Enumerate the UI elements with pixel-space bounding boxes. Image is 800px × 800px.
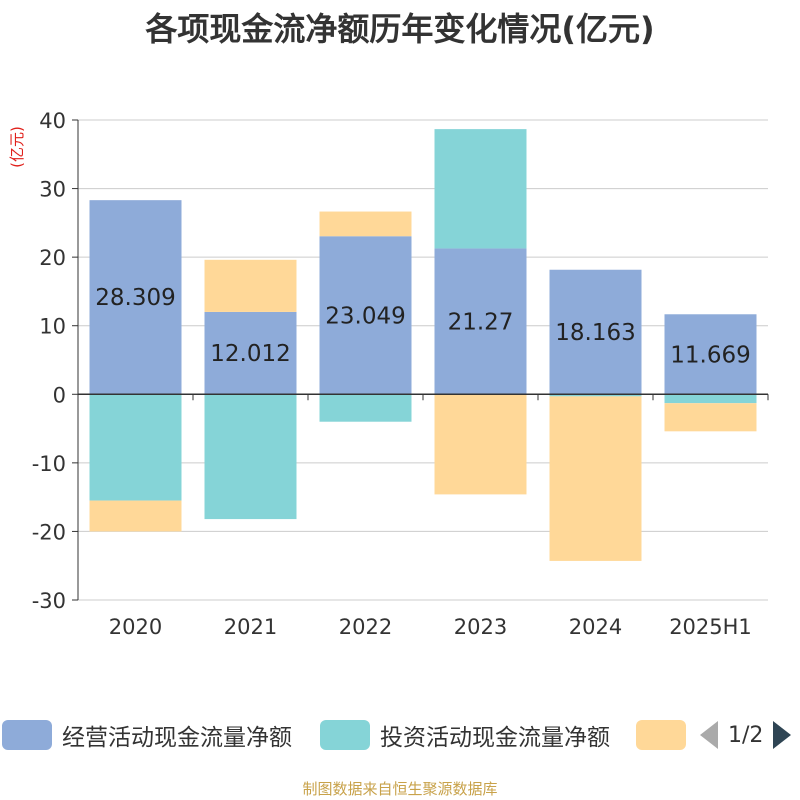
data-label-2024: 18.163 (555, 320, 635, 346)
bar-2021-series-0 (204, 311, 297, 395)
bar-2024-series-2 (549, 396, 642, 561)
chart-title: 各项现金流净额历年变化情况(亿元) (145, 10, 655, 48)
legend-label-investing: 投资活动现金流量净额 (380, 725, 610, 751)
y-tick-label: 0 (53, 383, 66, 407)
legend-item-investing[interactable]: 投资活动现金流量净额 (320, 718, 610, 752)
bar-2024-series-0 (549, 269, 642, 395)
legend-item-operating[interactable]: 经营活动现金流量净额 (2, 718, 292, 752)
data-label-2022: 23.049 (325, 303, 405, 329)
x-tick-label: 2021 (224, 615, 277, 639)
data-label-2021: 12.012 (210, 341, 290, 367)
legend: 经营活动现金流量净额 投资活动现金流量净额 1/2 (0, 718, 800, 752)
data-label-2023: 21.27 (448, 309, 514, 335)
y-axis-label: (亿元) (8, 126, 26, 168)
y-tick-label: -20 (32, 520, 66, 544)
bar-2021-series-2 (204, 259, 297, 312)
y-tick-label: 30 (39, 178, 66, 202)
bar-2025H1-series-1 (664, 394, 757, 404)
x-tick-label: 2023 (454, 615, 507, 639)
bar-2020-series-2 (89, 500, 182, 532)
y-tick-label: -10 (32, 452, 66, 476)
x-tick-label: 2022 (339, 615, 392, 639)
bar-2020-series-1 (89, 394, 182, 501)
data-label-2025H1: 11.669 (670, 342, 750, 368)
pager-next-icon[interactable] (773, 721, 792, 749)
bar-2025H1-series-0 (664, 314, 757, 395)
bar-2022-series-1 (319, 394, 412, 422)
x-tick-label: 2020 (109, 615, 162, 639)
bar-2021-series-1 (204, 394, 297, 520)
legend-swatch-third (636, 720, 686, 750)
legend-swatch-investing (320, 720, 370, 750)
bar-2023-series-1 (434, 129, 527, 249)
bar-2022-series-0 (319, 236, 412, 395)
data-label-2020: 28.309 (95, 285, 175, 311)
legend-pager: 1/2 (700, 718, 792, 752)
legend-swatch-operating (2, 720, 52, 750)
chart-plot: 40 30 20 10 0 -10 -20 -30 (亿元) 2020 2021 2022 2023 20… (8, 109, 769, 639)
y-tick-label: 10 (39, 315, 66, 339)
bar-2023-series-2 (434, 394, 527, 495)
bar-2023-series-0 (434, 248, 527, 395)
y-tick-label: 20 (39, 246, 66, 270)
y-tick-label: 40 (39, 109, 66, 133)
x-tick-label: 2025H1 (669, 615, 752, 639)
bar-2025H1-series-2 (664, 403, 757, 432)
source-note: 制图数据来自恒生聚源数据库 (302, 780, 498, 798)
x-tick-label: 2024 (569, 615, 622, 639)
bar-2024-series-1 (549, 394, 642, 397)
pager-prev-icon[interactable] (700, 721, 718, 749)
pager-indicator: 1/2 (728, 722, 764, 748)
legend-label-operating: 经营活动现金流量净额 (62, 725, 292, 751)
bar-2022-series-2 (319, 211, 412, 237)
legend-item-third[interactable] (636, 718, 686, 752)
bar-2020-series-0 (89, 200, 182, 395)
y-tick-label: -30 (32, 589, 66, 613)
